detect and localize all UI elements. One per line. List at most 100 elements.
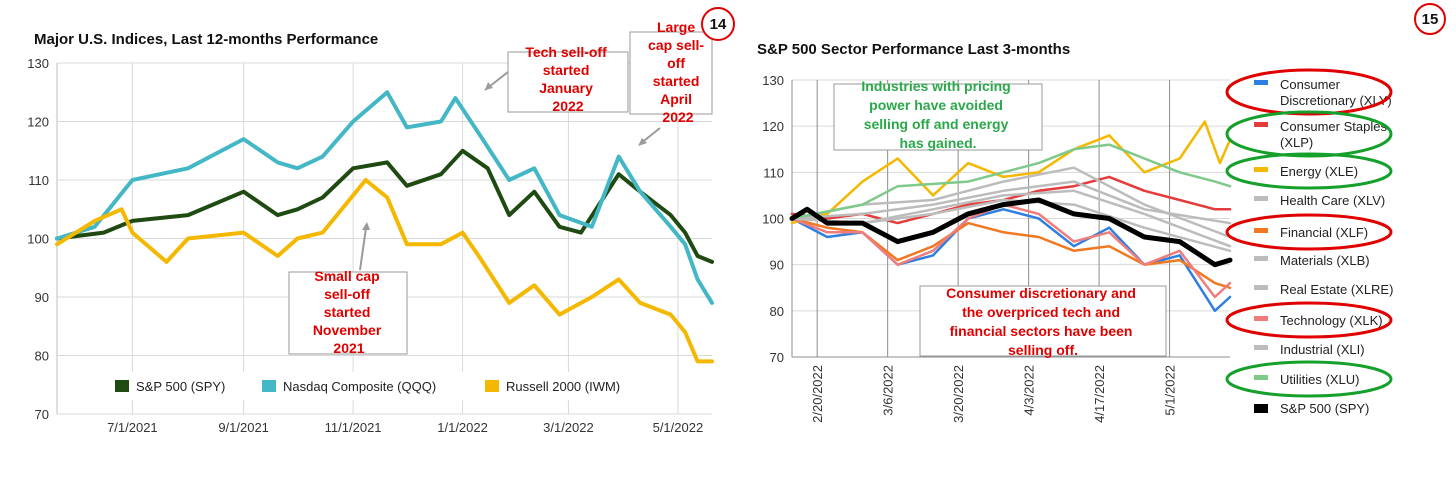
- y-tick-label: 100: [762, 212, 784, 227]
- right-series-lines: [789, 120, 1233, 313]
- page-number: 15: [1422, 11, 1439, 28]
- page-badge-14: 14: [701, 7, 735, 41]
- legend-label-consumer-discretionary-xly: Consumer Discretionary (XLY): [1280, 77, 1392, 108]
- callout-text: Tech sell-off started January 2022: [525, 44, 610, 114]
- right-chart: S&P 500 Sector Performance Last 3-months…: [757, 3, 1446, 423]
- y-tick-label: 80: [770, 304, 784, 319]
- series-line-health-care-xlv: [790, 180, 1232, 225]
- legend-swatch-financial-xlf: [1254, 228, 1268, 233]
- callout-box: [833, 83, 1043, 151]
- x-tick-label: 3/20/2022: [951, 365, 966, 423]
- legend-highlight-consumer-discretionary-xly: [1225, 68, 1393, 116]
- series-line-energy-xle: [790, 120, 1232, 225]
- legend-label-materials-xlb: Materials (XLB): [1280, 253, 1370, 268]
- legend-swatch-health-care-xlv: [1254, 196, 1268, 201]
- y-tick-label: 110: [28, 173, 49, 188]
- legend-label-spy: S&P 500 (SPY): [136, 379, 225, 394]
- legend-swatch-qqq: [262, 380, 276, 392]
- callout-arrowhead: [638, 138, 647, 146]
- y-tick-label: 100: [27, 232, 49, 247]
- y-tick-label: 120: [762, 119, 784, 134]
- legend-label-financial-xlf: Financial (XLF): [1280, 225, 1368, 240]
- legend-highlight-utilities-xlu: [1225, 360, 1393, 398]
- callout-small-cap-selloff: Small cap sell-off started November 2021: [288, 222, 408, 356]
- legend-label-real-estate-xlre: Real Estate (XLRE): [1280, 282, 1393, 297]
- series-line-russell-2000-iwm: [55, 178, 714, 364]
- y-tick-label: 130: [762, 73, 784, 88]
- x-tick-label: 5/1/2022: [653, 420, 704, 435]
- callout-box: [507, 51, 629, 113]
- y-tick-label: 70: [770, 350, 784, 365]
- x-tick-label: 9/1/2021: [218, 420, 269, 435]
- legend-label-s-p-500-spy: S&P 500 (SPY): [1280, 401, 1369, 416]
- page-number-circle: [1414, 3, 1446, 35]
- left-legend-background: [100, 372, 650, 400]
- series-line-utilities-xlu: [790, 143, 1232, 220]
- legend-swatch-spy: [115, 380, 129, 392]
- legend-label-industrial-xli: Industrial (XLI): [1280, 342, 1365, 357]
- x-tick-label: 4/3/2022: [1022, 365, 1037, 416]
- legend-swatch-consumer-discretionary-xly: [1254, 80, 1268, 85]
- right-x-axis: 2/20/2022 3/6/2022 3/20/2022 4/3/2022 4/17/2…: [810, 365, 1177, 423]
- x-tick-label: 5/1/2022: [1163, 365, 1178, 416]
- legend-highlight-consumer-staples-xlp: [1225, 110, 1393, 158]
- series-line-financial-xlf: [790, 217, 1232, 290]
- x-tick-label: 7/1/2021: [107, 420, 158, 435]
- legend-swatch-real-estate-xlre: [1254, 285, 1268, 290]
- page-number: 14: [710, 16, 727, 33]
- legend-label-qqq: Nasdaq Composite (QQQ): [283, 379, 436, 394]
- callout-discretionary-selloff: Consumer discretionary and the overprice…: [919, 285, 1167, 358]
- callout-text: Consumer discretionary and the overprice…: [946, 285, 1140, 358]
- callout-arrow: [359, 227, 367, 271]
- callout-text: Large cap sell- off started April 2022: [648, 19, 708, 125]
- page-number-circle: [701, 7, 735, 41]
- legend-label-iwm: Russell 2000 (IWM): [506, 379, 620, 394]
- series-line-technology-xlk: [790, 203, 1232, 299]
- left-chart: Major U.S. Indices, Last 12-months Perfo…: [27, 7, 735, 435]
- callout-text: Industries with pricing power have avoid…: [861, 78, 1014, 151]
- right-legend: Consumer Discretionary (XLY) Consumer Stap…: [1225, 68, 1393, 416]
- x-tick-label: 2/20/2022: [810, 365, 825, 423]
- legend-swatch-iwm: [485, 380, 499, 392]
- callout-box: [288, 271, 408, 355]
- y-tick-label: 110: [763, 165, 784, 180]
- left-y-axis: 70 80 90 100 110 120 130: [27, 56, 49, 422]
- callout-arrowhead: [362, 222, 370, 230]
- callout-box: [629, 31, 713, 115]
- legend-swatch-consumer-staples-xlp: [1254, 122, 1268, 127]
- legend-highlight-energy-xle: [1225, 152, 1393, 190]
- y-tick-label: 90: [35, 290, 49, 305]
- y-tick-label: 90: [770, 258, 784, 273]
- y-tick-label: 70: [35, 407, 49, 422]
- legend-highlight-financial-xlf: [1225, 213, 1393, 251]
- right-y-axis: 70 80 90 100 110 120 130: [762, 73, 784, 365]
- legend-swatch-materials-xlb: [1254, 256, 1268, 261]
- legend-label-energy-xle: Energy (XLE): [1280, 164, 1358, 179]
- callout-box: [919, 285, 1167, 357]
- legend-label-consumer-staples-xlp: Consumer Staples (XLP): [1280, 119, 1387, 150]
- left-chart-title: Major U.S. Indices, Last 12-months Perfo…: [34, 31, 378, 48]
- y-tick-label: 80: [35, 349, 49, 364]
- legend-label-technology-xlk: Technology (XLK): [1280, 313, 1383, 328]
- x-tick-label: 3/1/2022: [543, 420, 594, 435]
- left-gridlines: [56, 62, 712, 415]
- callout-tech-selloff: Tech sell-off started January 2022: [484, 44, 629, 114]
- left-x-axis: 7/1/2021 9/1/2021 11/1/2021 1/1/2022 3/1/202…: [107, 420, 703, 435]
- page-badge-15: 15: [1414, 3, 1446, 35]
- legend-label-utilities-xlu: Utilities (XLU): [1280, 372, 1359, 387]
- legend-swatch-utilities-xlu: [1254, 375, 1268, 380]
- legend-label-health-care-xlv: Health Care (XLV): [1280, 193, 1385, 208]
- legend-swatch-energy-xle: [1254, 167, 1268, 172]
- callout-pricing-power: Industries with pricing power have avoid…: [833, 78, 1043, 151]
- legend-highlight-technology-xlk: [1225, 301, 1393, 339]
- callout-arrowhead: [485, 82, 493, 90]
- callout-text: Small cap sell-off started November 2021: [313, 268, 385, 356]
- y-tick-label: 120: [27, 115, 49, 130]
- left-series-lines: [55, 90, 714, 364]
- right-chart-title: S&P 500 Sector Performance Last 3-months: [757, 41, 1070, 58]
- x-tick-label: 3/6/2022: [881, 365, 896, 416]
- y-tick-label: 130: [27, 56, 49, 71]
- callout-large-cap-selloff: Large cap sell- off started April 2022: [629, 19, 713, 146]
- x-tick-label: 11/1/2021: [325, 420, 382, 435]
